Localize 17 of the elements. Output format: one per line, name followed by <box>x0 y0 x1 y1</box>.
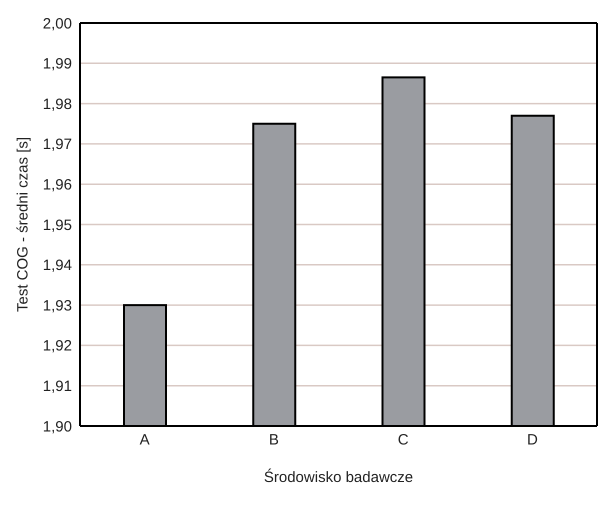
x-axis-title: Środowisko badawcze <box>264 468 414 486</box>
y-tick-label: 1,92 <box>42 338 72 355</box>
y-tick-label: 1,96 <box>42 176 72 194</box>
x-tick-label: C <box>398 432 409 449</box>
y-tick-label: 1,98 <box>42 96 72 113</box>
y-tick-label: 1,94 <box>42 257 72 274</box>
y-tick-label: 1,99 <box>42 56 72 73</box>
x-tick-label: D <box>526 432 538 449</box>
y-tick-label: 1,90 <box>42 418 72 436</box>
y-tick-label: 1,93 <box>42 297 72 314</box>
y-axis-title: Test COG - średni czas [s] <box>14 136 32 312</box>
y-tick-label: 1,95 <box>42 216 72 234</box>
x-tick-label: B <box>268 432 279 449</box>
y-tick-label: 1,91 <box>42 378 72 396</box>
y-tick-label: 2,00 <box>42 15 72 32</box>
y-tick-label: 1,97 <box>42 136 72 154</box>
x-tick-label: A <box>140 432 150 449</box>
